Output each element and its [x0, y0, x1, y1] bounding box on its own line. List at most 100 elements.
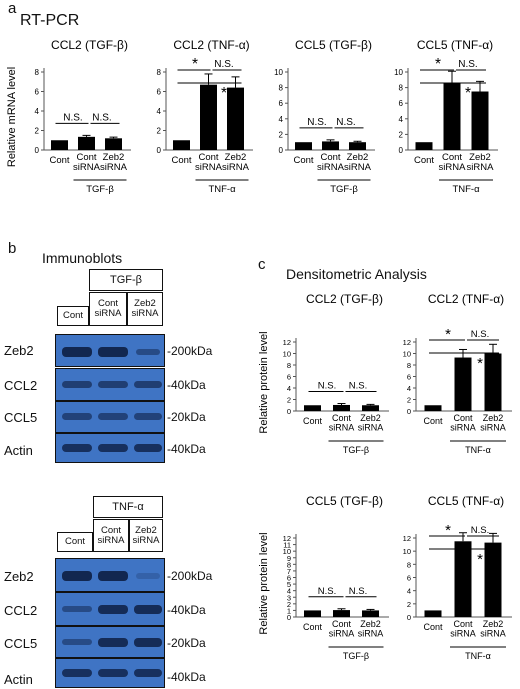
group-label: TNF-α	[465, 651, 491, 661]
x-tick-label: Cont	[423, 416, 443, 426]
y-tick-label: 4	[399, 115, 404, 124]
x-tick-label: Zeb2 siRNA	[344, 152, 372, 173]
significance-label: *	[465, 85, 471, 102]
blot-top-kda-ccl5: -20kDa	[167, 410, 206, 424]
y-tick-label: 6	[35, 88, 40, 97]
y-tick-label: 2	[279, 130, 284, 139]
bar	[443, 82, 461, 150]
y-tick-label: 11	[283, 541, 291, 550]
x-tick-label: Cont siRNA	[317, 152, 345, 173]
bar	[304, 405, 321, 411]
bar	[424, 405, 442, 411]
blot-bottom-kda-zeb2: -200kDa	[167, 569, 213, 583]
x-tick-label: Zeb2 siRNA	[222, 152, 250, 173]
chart-title: CCL5 (TNF-α)	[428, 494, 504, 508]
bar	[424, 610, 442, 617]
panel-c-letter: c	[258, 256, 266, 273]
y-tick-label: 2	[287, 396, 291, 405]
bar	[484, 542, 502, 617]
significance-label: N.S.	[458, 59, 477, 70]
chart-title: CCL2 (TNF-α)	[173, 38, 249, 52]
y-tick-label: 0	[407, 407, 411, 416]
y-tick-label: 10	[283, 547, 291, 556]
significance-label: N.S.	[92, 112, 111, 123]
y-tick-label: 8	[287, 560, 291, 569]
bar	[333, 404, 350, 411]
blot-bottom-row-label-ccl2: CCL2	[4, 603, 38, 618]
y-tick-label: 2	[407, 396, 411, 405]
bar	[484, 353, 502, 411]
blot-bottom-kda-ccl5: -20kDa	[167, 636, 206, 650]
y-tick-label: 10	[403, 547, 411, 556]
group-label: TGF-β	[343, 651, 369, 661]
x-tick-label: Cont	[414, 155, 434, 166]
y-tick-label: 0	[399, 146, 404, 155]
significance-label: *	[192, 56, 198, 73]
bar	[362, 610, 379, 617]
x-tick-label: Zeb2 siRNA	[467, 152, 495, 173]
panel-a-letter: a	[8, 0, 17, 17]
blot-bottom-lane-cont: Cont	[57, 532, 93, 552]
group-label: TNF-α	[465, 445, 491, 455]
bar	[51, 140, 68, 150]
blot-bottom-ccl5-image	[55, 626, 165, 658]
group-label: TGF-β	[343, 445, 369, 455]
panel-b-letter: b	[8, 240, 17, 257]
significance-label: N.S.	[307, 117, 326, 128]
y-tick-label: 4	[287, 587, 291, 596]
y-tick-label: 6	[287, 574, 291, 583]
y-tick-label: 8	[407, 361, 411, 370]
blot-bottom-row-label-ccl5: CCL5	[4, 636, 38, 651]
y-tick-label: 5	[287, 580, 291, 589]
significance-label: N.S.	[471, 525, 489, 536]
x-tick-label: Cont	[423, 622, 443, 632]
panel-b-title: Immunoblots	[42, 250, 123, 266]
y-tick-label: 10	[403, 350, 411, 359]
significance-label: N.S.	[349, 586, 367, 597]
rtpcr-ccl2-tgfb-chart: CCL2 (TGF-β) Relative mRNA level 0 2 4 6 8 Cont…	[6, 38, 131, 195]
y-axis-label: Relative mRNA level	[6, 67, 18, 167]
significance-label: N.S.	[318, 381, 336, 392]
blot-top-ccl5-image	[55, 401, 165, 433]
significance-label: N.S.	[318, 586, 336, 597]
blot-bottom-zeb2-image	[55, 558, 165, 592]
significance-label: N.S.	[63, 112, 82, 123]
bar	[471, 91, 489, 150]
x-tick-label: Cont siRNA	[329, 619, 355, 639]
y-axis-label: Relative protein level	[258, 331, 270, 433]
y-tick-label: 12	[283, 534, 291, 543]
chart-title: CCL2 (TGF-β)	[306, 292, 383, 306]
y-tick-label: 12	[403, 338, 411, 347]
significance-label: *	[435, 56, 441, 73]
x-tick-label: Cont siRNA	[73, 152, 101, 173]
blot-top-row-label-ccl2: CCL2	[4, 378, 38, 393]
y-tick-label: 4	[287, 384, 291, 393]
y-tick-label: 10	[274, 68, 283, 77]
x-tick-label: Cont	[293, 155, 313, 166]
bar	[362, 405, 379, 411]
y-tick-label: 2	[399, 130, 404, 139]
y-tick-label: 2	[287, 600, 291, 609]
blot-bottom-kda-actin: -40kDa	[167, 670, 206, 684]
y-tick-label: 2	[407, 600, 411, 609]
densitometry-ccl5-tgfb-chart: CCL5 (TGF-β)Relative protein level 012345…	[258, 494, 389, 661]
significance-label: *	[445, 522, 451, 539]
y-tick-label: 10	[283, 350, 291, 359]
bar	[349, 142, 366, 150]
chart-title: CCL2 (TNF-α)	[428, 292, 504, 306]
bar	[304, 610, 321, 617]
blot-bottom-row-label-zeb2: Zeb2	[4, 569, 34, 584]
chart-title: CCL5 (TGF-β)	[295, 38, 372, 52]
x-tick-label: Zeb2 siRNA	[358, 413, 384, 433]
blot-top-lane-cont: Cont	[57, 306, 89, 326]
y-tick-label: 4	[407, 587, 411, 596]
blot-top-kda-ccl2: -40kDa	[167, 378, 206, 392]
blot-bottom-treatment-header: TNF-α	[93, 496, 163, 518]
y-tick-label: 6	[279, 99, 284, 108]
bar	[105, 138, 122, 150]
